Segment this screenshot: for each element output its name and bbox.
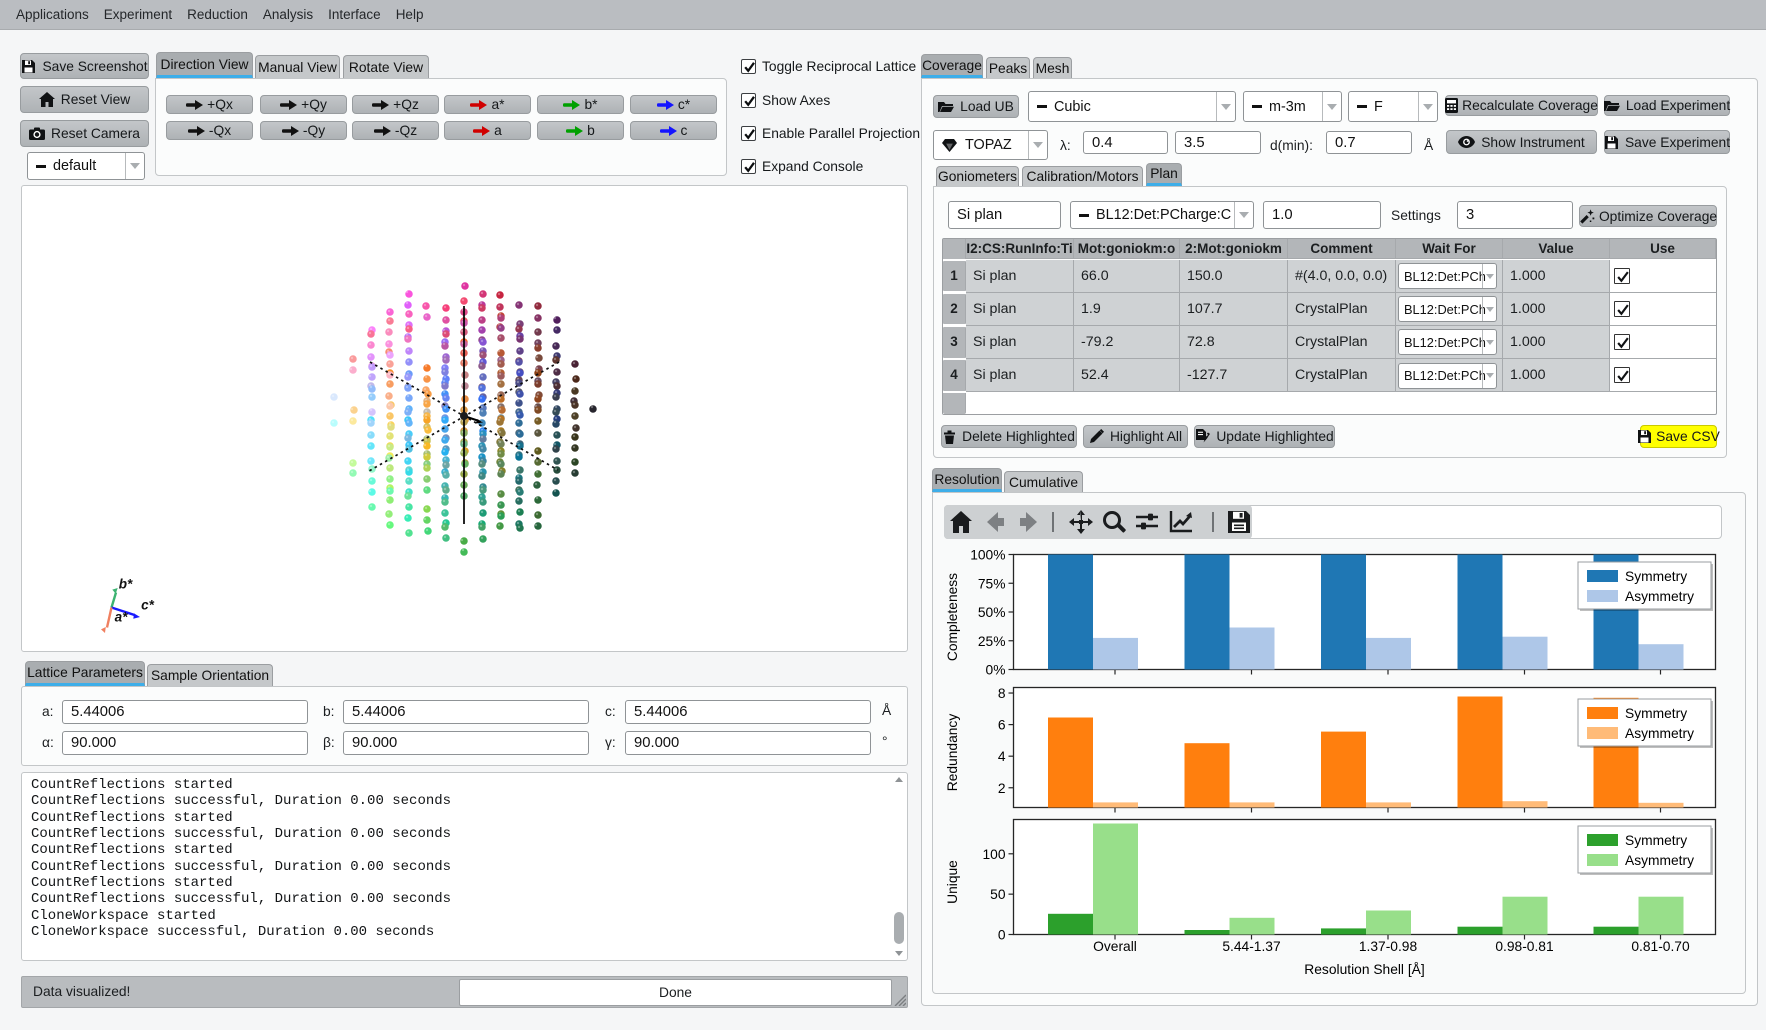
svg-text:5.44-1.37: 5.44-1.37 [1222, 939, 1280, 954]
svg-text:Symmetry: Symmetry [1625, 706, 1687, 721]
svg-text:75%: 75% [978, 576, 1006, 591]
svg-text:Symmetry: Symmetry [1625, 833, 1687, 848]
svg-text:b*: b* [119, 577, 133, 592]
svg-text:0.81-0.70: 0.81-0.70 [1631, 939, 1690, 954]
svg-text:Redundancy: Redundancy [945, 714, 960, 792]
svg-text:8: 8 [998, 686, 1006, 701]
svg-text:Resolution Shell [Å]: Resolution Shell [Å] [1304, 961, 1424, 977]
svg-text:4: 4 [998, 749, 1006, 764]
svg-text:50%: 50% [978, 605, 1006, 620]
svg-text:c*: c* [141, 598, 155, 613]
svg-text:a*: a* [115, 610, 129, 625]
svg-text:Asymmetry: Asymmetry [1625, 853, 1694, 868]
svg-text:Asymmetry: Asymmetry [1625, 589, 1694, 604]
svg-text:Asymmetry: Asymmetry [1625, 726, 1694, 741]
svg-text:1.37-0.98: 1.37-0.98 [1359, 939, 1418, 954]
svg-text:100%: 100% [970, 548, 1005, 563]
svg-text:Unique: Unique [945, 860, 960, 904]
svg-text:25%: 25% [978, 634, 1006, 649]
svg-text:2: 2 [998, 781, 1006, 796]
svg-text:100: 100 [982, 847, 1005, 862]
svg-text:50: 50 [990, 887, 1006, 902]
svg-text:0: 0 [998, 928, 1006, 943]
svg-text:Symmetry: Symmetry [1625, 569, 1687, 584]
svg-text:Completeness: Completeness [945, 573, 960, 661]
svg-text:Overall: Overall [1093, 939, 1137, 954]
svg-text:0.98-0.81: 0.98-0.81 [1495, 939, 1553, 954]
svg-text:0%: 0% [986, 663, 1006, 678]
svg-text:6: 6 [998, 718, 1006, 733]
